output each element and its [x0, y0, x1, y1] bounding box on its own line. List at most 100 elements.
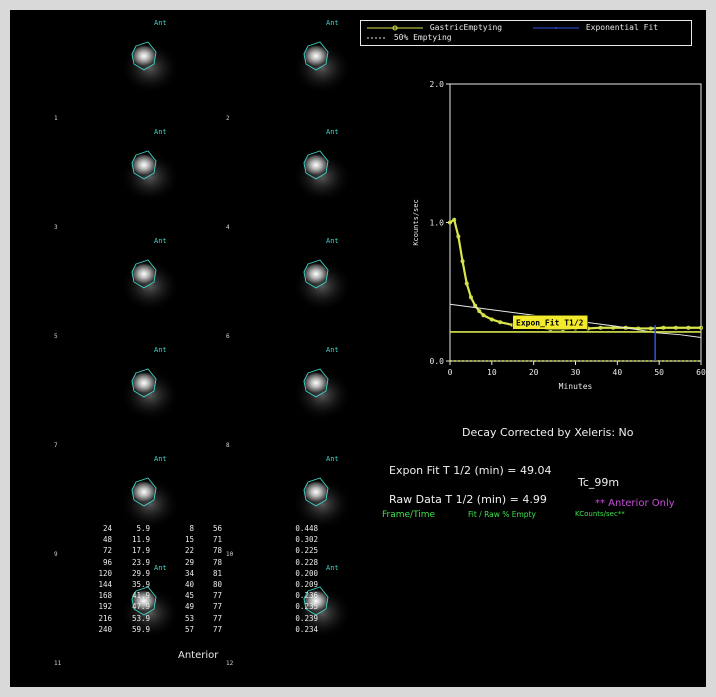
- view-note: ** Anterior Only: [595, 498, 675, 509]
- data-point: [464, 281, 469, 286]
- frame-number: 4: [226, 224, 230, 231]
- scan-frame: Ant 10: [222, 454, 392, 562]
- table-cell: 120: [98, 568, 112, 578]
- frame-number: 10: [226, 551, 234, 558]
- table-cell: 0.448: [295, 524, 318, 533]
- table-cell: 240: [98, 624, 112, 634]
- y-axis-label: Kcounts/sec: [412, 199, 420, 245]
- data-point: [648, 326, 653, 331]
- table-cell: 34: [184, 568, 194, 578]
- x-tick-label: 60: [696, 368, 706, 377]
- data-point: [460, 259, 465, 264]
- table-header-frame: Frame/Time: [382, 510, 436, 520]
- frame-view-label: Ant: [326, 128, 339, 136]
- scan-frame: Ant 8: [222, 345, 392, 453]
- scan-frame: Ant 11: [50, 563, 220, 671]
- series-exponential-fit: [449, 303, 702, 338]
- table-cell: 48: [102, 535, 112, 545]
- table-cell: 216: [98, 613, 112, 623]
- table-cell: 23.9: [131, 557, 150, 567]
- data-point: [456, 234, 461, 239]
- scan-frame: Ant 12: [222, 563, 392, 671]
- expon-fit-half-text: Expon Fit T 1/2 (min) = 49.04: [389, 464, 552, 477]
- frame-number: 5: [54, 333, 58, 340]
- frame-number: 1: [54, 115, 58, 122]
- scan-frame: Ant 4: [222, 127, 392, 235]
- table-cell: 41.9: [131, 591, 150, 601]
- table-cell: 53: [184, 613, 194, 623]
- table-cell: 47.9: [131, 602, 150, 612]
- data-point: [673, 325, 678, 330]
- frame-view-label: Ant: [326, 19, 339, 27]
- scan-frame: Ant 1: [50, 18, 220, 126]
- table-cell: 0.236: [295, 591, 318, 601]
- frame-view-label: Ant: [154, 237, 167, 245]
- frame-number: 11: [54, 660, 62, 667]
- scan-frame: Ant 2: [222, 18, 392, 126]
- table-cell: 15: [184, 535, 194, 545]
- table-cell: 168: [98, 591, 112, 601]
- table-cell: 0.302: [295, 535, 318, 545]
- frame-view-label: Ant: [154, 564, 167, 572]
- data-point: [477, 309, 482, 314]
- frame-view-label: Ant: [326, 346, 339, 354]
- y-tick-label: 0.0: [430, 357, 445, 366]
- table-cell: 8: [189, 524, 194, 533]
- data-point: [489, 317, 494, 322]
- table-cell: 0.239: [295, 613, 318, 623]
- x-tick-label: 40: [613, 368, 623, 377]
- table-cell: 29.9: [131, 568, 150, 578]
- table-cell: 0.228: [295, 557, 318, 567]
- legend-gastric-label: GastricEmptying: [429, 23, 503, 32]
- frame-view-label: Ant: [326, 564, 339, 572]
- isotope-label: Tc_99m: [578, 476, 620, 489]
- x-tick-label: 50: [654, 368, 664, 377]
- table-cell: 17.9: [131, 546, 150, 556]
- table-cell: 80: [212, 580, 222, 589]
- table-cell: 53.9: [131, 613, 150, 623]
- frame-number: 2: [226, 115, 230, 122]
- legend-fit-label: Exponential Fit: [585, 23, 659, 32]
- frame-number: 9: [54, 551, 58, 558]
- scan-frame: Ant 9: [50, 454, 220, 562]
- frame-view-label: Ant: [154, 19, 167, 27]
- frame-view-label: Ant: [154, 455, 167, 463]
- frame-number: 8: [226, 442, 230, 449]
- table-cell: 56: [212, 524, 222, 533]
- table-cell: 77: [212, 624, 222, 634]
- table-cell: 71: [212, 535, 222, 545]
- table-cell: 77: [212, 613, 222, 623]
- legend-half: 50% Emptying: [365, 33, 452, 42]
- gastric-emptying-chart: 0 10 20 30 40 50 60 0.0 1.0 2.0 Minutes Kcounts/sec…: [412, 80, 706, 391]
- legend-fit: Exponential Fit: [531, 23, 658, 32]
- table-cell: 22: [184, 546, 194, 556]
- frame-view-label: Ant: [154, 128, 167, 136]
- table-cell: 78: [212, 546, 222, 556]
- table-cell: 144: [98, 580, 112, 589]
- frame-view-label: Ant: [326, 455, 339, 463]
- frame-view-label: Ant: [326, 237, 339, 245]
- table-cell: 5.9: [136, 524, 150, 533]
- table-cell: 29: [184, 557, 194, 567]
- data-point: [481, 313, 486, 318]
- frame-number: 3: [54, 224, 58, 231]
- series-gastric-emptying: [449, 217, 701, 331]
- scan-frame: Ant 3: [50, 127, 220, 235]
- data-point: [598, 325, 603, 330]
- x-tick-label: 10: [487, 368, 497, 377]
- table-cell: 0.209: [295, 580, 318, 589]
- x-tick-label: 30: [571, 368, 581, 377]
- legend-gastric: GastricEmptying: [365, 23, 502, 32]
- y-tick-label: 1.0: [430, 219, 445, 228]
- x-tick-label: 0: [448, 368, 453, 377]
- data-point: [661, 325, 666, 330]
- frame-number: 7: [54, 442, 58, 449]
- x-axis-label: Minutes: [559, 382, 593, 391]
- frame-view-label: Ant: [154, 346, 167, 354]
- table-header-kcounts: KCounts/sec**: [575, 510, 625, 518]
- table-cell: 11.9: [131, 535, 150, 545]
- data-point: [498, 320, 503, 325]
- x-tick-label: 20: [529, 368, 539, 377]
- table-cell: 24: [102, 524, 112, 533]
- scan-frame: Ant 5: [50, 236, 220, 344]
